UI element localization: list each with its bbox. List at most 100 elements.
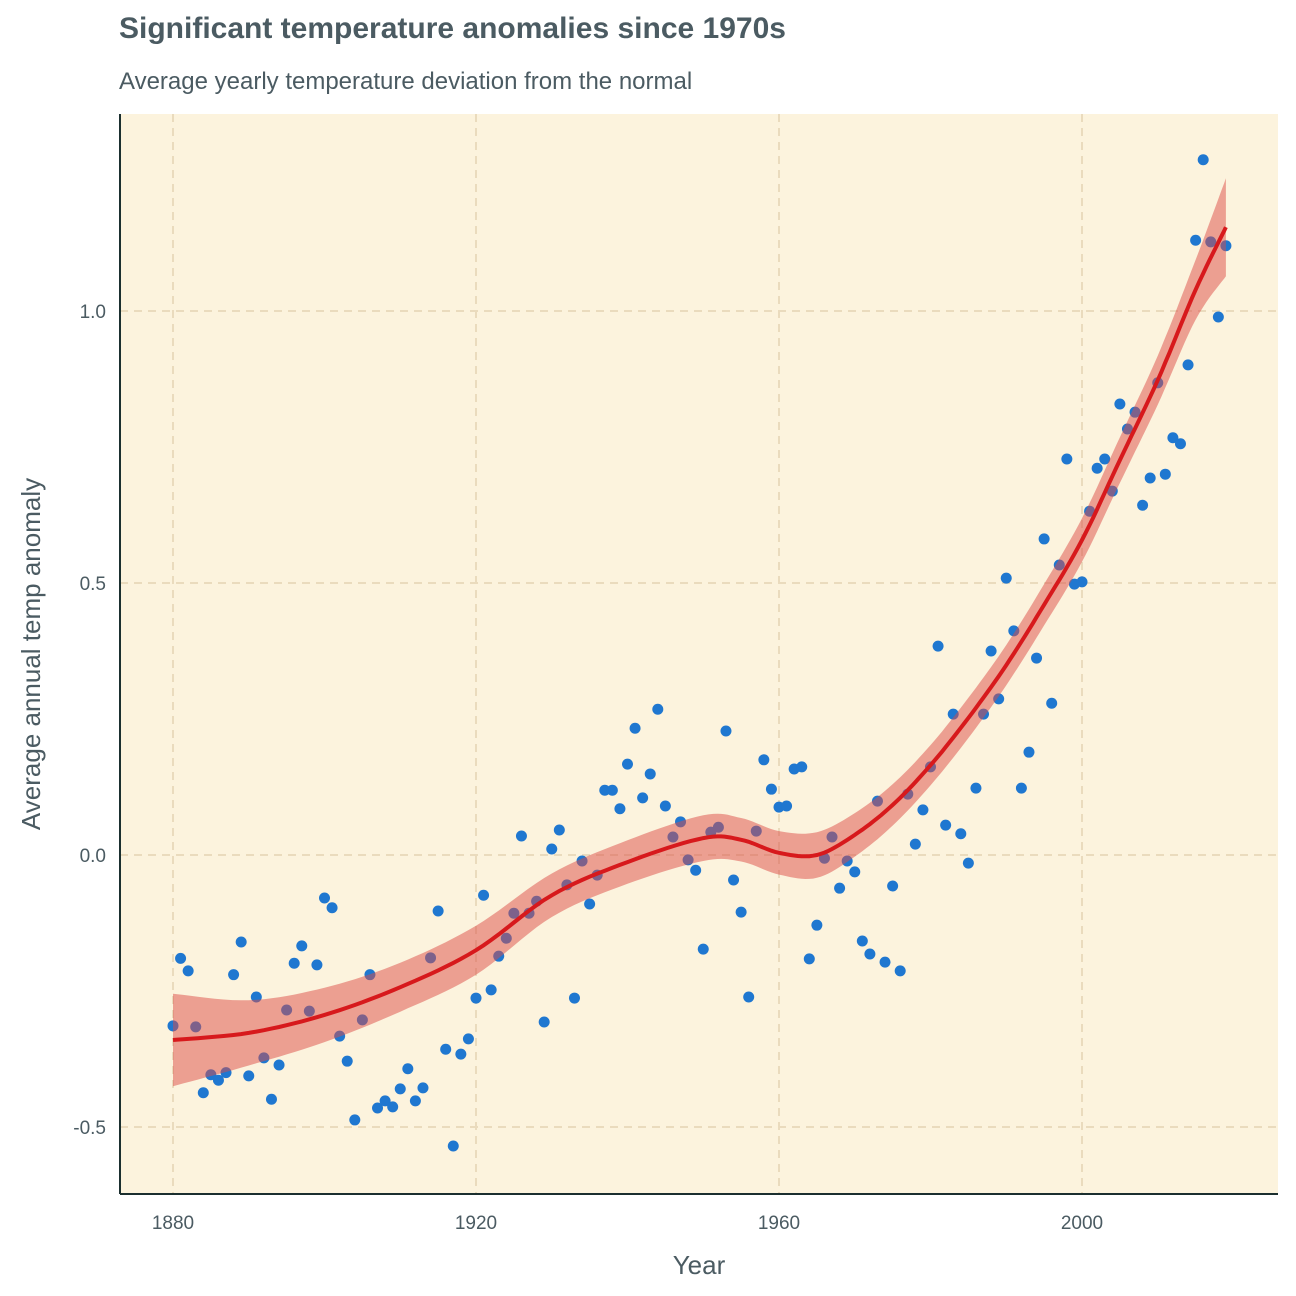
chart-subtitle: Average yearly temperature deviation fro… [119, 68, 693, 95]
data-point [962, 857, 974, 869]
x-tick-label: 1960 [758, 1213, 800, 1234]
data-point [765, 783, 777, 795]
data-point [462, 1033, 474, 1045]
data-point [1076, 576, 1088, 588]
x-axis-label: Year [673, 1250, 726, 1280]
y-tick-label: 1.0 [80, 302, 106, 323]
data-point [1015, 782, 1027, 794]
data-point [485, 984, 497, 996]
data-point [1099, 453, 1111, 465]
data-point [834, 882, 846, 894]
data-point [1182, 359, 1194, 371]
tick-labels: 1880 1920 1960 2000 -0.5 0.0 0.5 1.0 [73, 302, 1103, 1234]
data-point [288, 957, 300, 969]
y-tick-label: -0.5 [73, 1118, 106, 1139]
data-point [697, 943, 709, 955]
x-tick-label: 2000 [1061, 1213, 1103, 1234]
data-point [652, 703, 664, 715]
data-point [856, 935, 868, 947]
data-point [1212, 311, 1224, 323]
data-point [803, 953, 815, 965]
data-point [879, 956, 891, 968]
data-point [379, 1095, 391, 1107]
data-point [735, 906, 747, 918]
data-point [720, 725, 732, 737]
data-point [432, 905, 444, 917]
data-point [811, 919, 823, 931]
data-point [478, 889, 490, 901]
smooth-line [172, 226, 1228, 1042]
data-point [1137, 499, 1149, 511]
data-point [311, 959, 323, 971]
data-point [553, 824, 565, 836]
data-point [228, 969, 240, 981]
data-point [1159, 468, 1171, 480]
y-tick-label: 0.0 [80, 846, 106, 867]
data-point [849, 866, 861, 878]
data-point [1174, 438, 1186, 450]
data-point [1000, 572, 1012, 584]
data-point [265, 1093, 277, 1105]
data-point [659, 800, 671, 812]
data-point [372, 1102, 384, 1114]
data-point [319, 892, 330, 904]
data-point [584, 898, 596, 910]
data-point [932, 640, 944, 652]
data-point [296, 940, 308, 952]
data-point [743, 991, 755, 1003]
confidence-ribbon [173, 178, 1226, 1087]
data-point [197, 1087, 209, 1099]
data-point [243, 1070, 255, 1082]
data-point [440, 1043, 452, 1055]
data-point [644, 768, 656, 780]
x-tick-label: 1920 [455, 1213, 497, 1234]
data-point [1023, 746, 1035, 758]
data-point [447, 1140, 459, 1152]
data-point [175, 952, 187, 964]
data-point [606, 784, 618, 796]
data-point [955, 828, 967, 840]
data-point [402, 1063, 414, 1075]
data-point [637, 792, 649, 804]
data-point [1038, 533, 1050, 545]
chart-title: Significant temperature anomalies since … [119, 12, 786, 45]
data-point [455, 1048, 467, 1060]
data-point [212, 1074, 224, 1086]
data-point [1190, 234, 1202, 246]
data-point [887, 880, 899, 892]
data-point [894, 965, 906, 977]
data-point [409, 1095, 421, 1107]
data-point [599, 784, 611, 796]
data-point [417, 1082, 429, 1094]
data-point [1031, 652, 1043, 664]
data-point [1091, 462, 1103, 474]
data-point [349, 1114, 361, 1126]
y-tick-label: 0.5 [80, 574, 106, 595]
data-point [387, 1101, 399, 1113]
data-point [182, 965, 194, 977]
data-point [546, 843, 558, 855]
data-point [470, 992, 482, 1004]
data-point [940, 819, 952, 831]
data-point [326, 902, 338, 914]
data-point [1114, 398, 1126, 410]
data-point [614, 803, 626, 815]
data-point [909, 838, 921, 850]
data-point [538, 1016, 550, 1028]
data-point [568, 992, 580, 1004]
data-point [864, 948, 876, 960]
data-point [1167, 432, 1179, 444]
data-point [273, 1059, 285, 1071]
data-point [235, 936, 247, 948]
data-point [728, 874, 740, 886]
data-point [970, 782, 982, 794]
data-point [622, 758, 633, 770]
y-axis-label: Average annual temp anomaly [16, 478, 46, 830]
data-point [917, 804, 929, 816]
data-point [690, 864, 702, 876]
data-point [1144, 472, 1156, 484]
data-point [394, 1083, 406, 1095]
data-point [629, 722, 641, 734]
data-point [758, 754, 770, 766]
data-point [1046, 697, 1058, 709]
